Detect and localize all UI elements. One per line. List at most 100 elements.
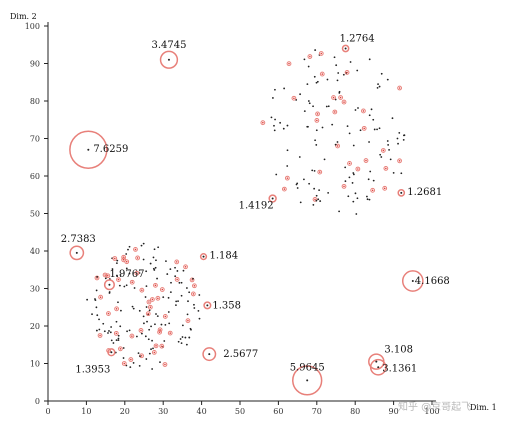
- highlight-point-ring: [139, 287, 145, 293]
- data-point: [344, 166, 347, 169]
- data-point: [397, 142, 399, 145]
- data-point: [389, 158, 392, 161]
- highlight-point: [115, 332, 118, 335]
- data-point: [307, 100, 310, 102]
- highlight-point: [123, 362, 126, 365]
- outlier-point: [108, 283, 111, 286]
- highlight-point: [383, 187, 386, 190]
- data-point: [376, 128, 378, 131]
- highlight-point-ring: [312, 196, 318, 202]
- highlight-point: [117, 278, 120, 281]
- highlight-point: [131, 335, 133, 337]
- highlight-point-ring: [363, 158, 369, 163]
- highlight-point-ring: [146, 299, 152, 305]
- data-point: [122, 357, 125, 359]
- data-point: [319, 200, 322, 202]
- outlier-circle: [69, 130, 108, 169]
- y-tick-label: 60: [30, 172, 40, 181]
- outlier-circle: [401, 270, 424, 292]
- data-point: [387, 144, 390, 146]
- x-tick-label: 10: [81, 407, 91, 416]
- highlight-point: [348, 162, 351, 165]
- data-point: [193, 303, 195, 306]
- highlight-point: [140, 329, 142, 332]
- highlight-point: [309, 55, 311, 58]
- data-point: [125, 253, 128, 255]
- data-point: [398, 131, 401, 134]
- data-point: [337, 72, 340, 74]
- data-point: [169, 291, 172, 293]
- y-tick-label: 20: [30, 322, 40, 331]
- highlight-point-ring: [155, 295, 161, 301]
- data-point: [98, 328, 101, 331]
- highlight-point: [159, 328, 161, 331]
- data-point: [152, 347, 154, 350]
- data-point: [157, 246, 160, 249]
- outlier-point: [202, 255, 205, 258]
- outlier-point: [375, 360, 378, 363]
- data-point: [312, 203, 315, 206]
- data-point: [380, 72, 383, 75]
- data-point: [153, 248, 156, 251]
- data-point: [348, 132, 351, 135]
- highlight-point-ring: [114, 306, 119, 312]
- outlier-circle: [159, 50, 179, 69]
- highlight-point: [293, 97, 295, 100]
- data-point: [116, 259, 119, 262]
- highlight-point-ring: [149, 297, 155, 302]
- highlight-point-ring: [129, 333, 135, 339]
- data-point: [368, 114, 371, 117]
- outlier-circle: [69, 245, 85, 261]
- data-point: [145, 306, 148, 308]
- data-point: [313, 187, 316, 190]
- y-tick-label: 30: [30, 285, 40, 294]
- outlier-circle: [203, 301, 212, 310]
- highlight-point-ring: [116, 277, 121, 282]
- highlight-point-ring: [134, 270, 140, 276]
- data-point: [342, 73, 345, 76]
- data-point: [138, 309, 141, 312]
- data-point: [179, 338, 182, 340]
- highlight-point: [160, 345, 163, 347]
- data-point: [142, 258, 145, 261]
- y-tick-label: 50: [30, 210, 40, 219]
- highlight-point-ring: [162, 362, 168, 367]
- outlier-point: [271, 197, 274, 200]
- data-point: [142, 242, 145, 245]
- highlight-point-ring: [118, 346, 123, 352]
- highlight-point-ring: [338, 95, 344, 100]
- outlier-point: [411, 280, 414, 282]
- highlight-point: [398, 87, 401, 89]
- data-point: [274, 88, 276, 91]
- data-point: [308, 182, 311, 185]
- data-point: [321, 126, 324, 129]
- highlight-point: [136, 257, 139, 259]
- data-point: [160, 323, 163, 326]
- highlight-point: [164, 315, 167, 318]
- highlight-point: [318, 171, 321, 173]
- highlight-point: [157, 297, 159, 300]
- data-point: [128, 272, 131, 275]
- highlight-point-ring: [153, 282, 158, 288]
- y-tick-label: 100: [25, 22, 40, 31]
- highlight-point: [153, 351, 156, 354]
- outlier-circle: [202, 347, 217, 362]
- data-point: [336, 79, 339, 82]
- data-point: [380, 156, 383, 158]
- data-point: [122, 347, 125, 349]
- data-point: [313, 170, 316, 172]
- outlier-labels: 7.6259 5.9645 4.1668 3.4745 3.1361 3.108 2.738…: [61, 34, 450, 376]
- highlight-point: [385, 167, 387, 170]
- data-point: [156, 277, 158, 280]
- y-tick-label: 40: [30, 247, 40, 256]
- highlight-point-ring: [341, 183, 347, 189]
- axes: [47, 22, 436, 402]
- data-point: [187, 300, 189, 303]
- highlight-point: [314, 198, 316, 201]
- highlight-point: [187, 319, 189, 322]
- data-point: [151, 368, 154, 370]
- outlier-point: [344, 47, 347, 50]
- outlier-score-label: 3.1361: [382, 363, 417, 374]
- highlight-point-ring: [281, 186, 287, 192]
- data-point: [180, 294, 183, 297]
